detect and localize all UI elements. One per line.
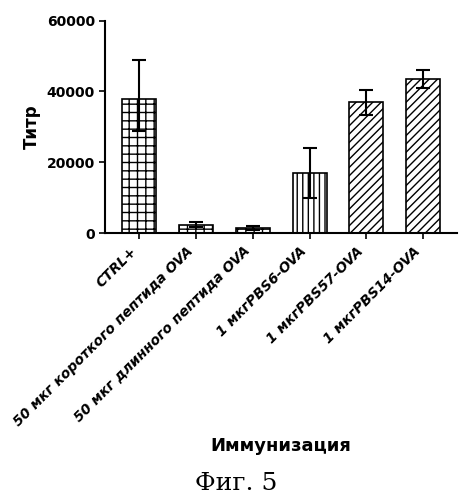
X-axis label: Иммунизация: Иммунизация: [211, 437, 352, 455]
Text: Фиг. 5: Фиг. 5: [195, 472, 277, 495]
Bar: [179, 224, 213, 234]
Bar: [349, 102, 383, 234]
Bar: [406, 79, 440, 234]
Bar: [122, 98, 156, 234]
Bar: [236, 228, 270, 234]
Bar: [293, 173, 327, 234]
Y-axis label: Титр: Титр: [23, 104, 41, 150]
